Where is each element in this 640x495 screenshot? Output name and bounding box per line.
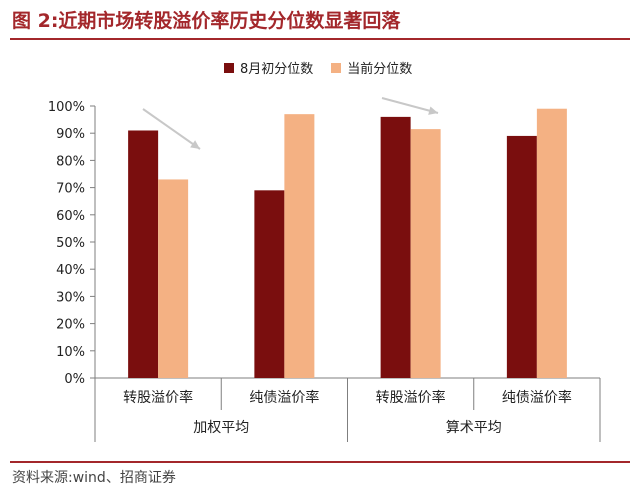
bar-series-b	[410, 129, 441, 378]
x-group-label: 算术平均	[446, 420, 502, 436]
legend-swatch-series-a	[224, 62, 234, 73]
bar-series-a	[506, 135, 537, 378]
legend-item-series-b: 当前分位数	[331, 58, 412, 77]
figure-title: 图 2:近期市场转股溢价率历史分位数显著回落	[12, 10, 401, 32]
x-category-label: 转股溢价率	[123, 389, 193, 406]
legend-label-series-b: 当前分位数	[347, 62, 413, 77]
source-note: 资料来源:wind、招商证券	[12, 470, 176, 486]
x-group-label: 加权平均	[193, 420, 249, 436]
bar-series-a	[380, 116, 411, 378]
trend-arrow-weighted	[142, 108, 201, 150]
bar-series-b	[158, 179, 189, 378]
y-tick-label: 90%	[56, 127, 85, 142]
legend-label-series-a: 8月初分位数	[240, 62, 314, 77]
legend-swatch-series-b	[331, 62, 342, 73]
bar-series-b	[536, 108, 567, 378]
legend: 8月初分位数 当前分位数	[224, 58, 412, 77]
y-tick-label: 10%	[56, 345, 85, 360]
y-tick-label: 40%	[56, 263, 85, 278]
bar-series-a	[254, 190, 285, 378]
y-tick-label: 70%	[56, 182, 85, 197]
bar-series-b	[284, 114, 315, 378]
x-category-label: 转股溢价率	[376, 389, 446, 406]
x-category-label: 纯债溢价率	[249, 389, 319, 406]
legend-item-series-a: 8月初分位数	[224, 58, 313, 77]
bar-series-a	[128, 130, 159, 378]
y-tick-label: 0%	[64, 372, 85, 387]
title-rule	[10, 38, 630, 40]
footer-rule	[10, 461, 630, 463]
trend-arrow-arithmetic	[381, 97, 439, 114]
x-category-label: 纯债溢价率	[502, 389, 572, 406]
y-tick-label: 30%	[56, 290, 85, 305]
trend-arrow-arithmetic-head	[428, 106, 438, 115]
y-tick-label: 50%	[56, 236, 85, 251]
y-tick-label: 60%	[56, 209, 85, 224]
trend-arrow-weighted-head	[190, 140, 200, 149]
y-tick-label: 100%	[48, 100, 85, 115]
y-tick-label: 80%	[56, 154, 85, 169]
y-tick-label: 20%	[56, 318, 85, 333]
